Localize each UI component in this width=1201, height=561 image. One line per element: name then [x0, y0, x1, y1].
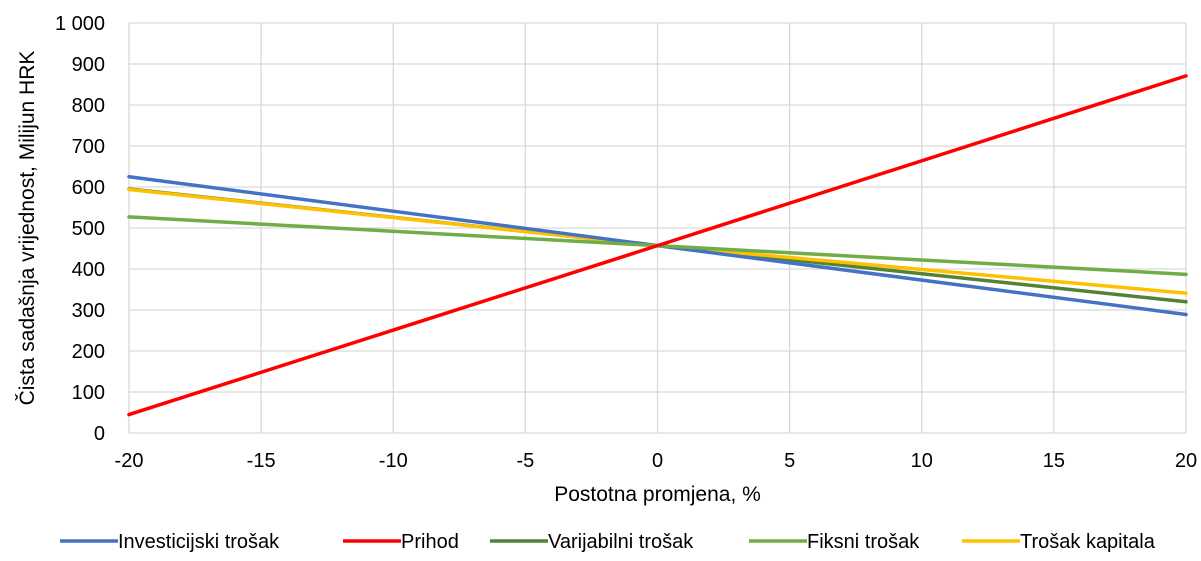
x-tick-label: -5: [516, 450, 534, 472]
x-tick-label: 20: [1175, 450, 1197, 472]
x-tick-label: -20: [115, 450, 144, 472]
x-axis-ticks: -20 -15 -10 -5 0 5 10 15 20: [115, 450, 1198, 472]
x-tick-label: 0: [652, 450, 663, 472]
series-lines: [127, 74, 1188, 417]
legend-label: Fiksni trošak: [807, 531, 920, 553]
x-tick-label: -10: [379, 450, 408, 472]
x-tick-label: 10: [911, 450, 933, 472]
y-tick-label: 500: [72, 218, 105, 240]
legend-label: Trošak kapitala: [1020, 531, 1156, 553]
y-tick-label: 800: [72, 95, 105, 117]
y-tick-label: 600: [72, 177, 105, 199]
y-tick-label: 200: [72, 341, 105, 363]
x-tick-label: -15: [247, 450, 276, 472]
y-axis-title: Čista sadašnja vrijednost, Milijun HRK: [16, 51, 39, 406]
legend: Investicijski trošak Prihod Varijabilni tr…: [60, 531, 1156, 553]
y-axis-ticks: 0 100 200 300 400 500 600 700 800 900 1 000: [55, 13, 105, 445]
series-line-1: [127, 74, 1188, 417]
y-tick-label: 0: [94, 423, 105, 445]
legend-label: Varijabilni trošak: [548, 531, 694, 553]
y-tick-label: 400: [72, 259, 105, 281]
y-tick-label: 700: [72, 136, 105, 158]
y-tick-label: 900: [72, 54, 105, 76]
y-tick-label: 1 000: [55, 13, 105, 35]
y-tick-label: 100: [72, 382, 105, 404]
x-tick-label: 15: [1043, 450, 1065, 472]
legend-label: Prihod: [401, 531, 459, 553]
y-tick-label: 300: [72, 300, 105, 322]
gridlines: [128, 22, 1187, 434]
legend-label: Investicijski trošak: [118, 531, 280, 553]
x-tick-label: 5: [784, 450, 795, 472]
x-axis-title: Postotna promjena, %: [554, 483, 761, 506]
